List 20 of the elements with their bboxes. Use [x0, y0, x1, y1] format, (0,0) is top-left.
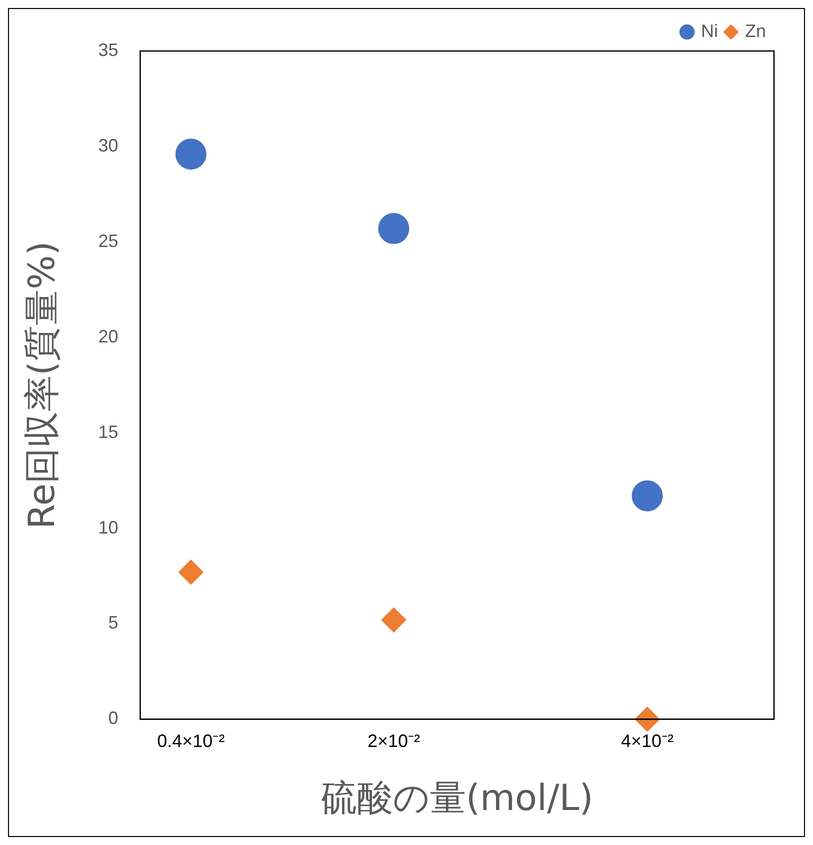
- point: [632, 480, 663, 512]
- y-tick-label: 30: [98, 135, 118, 156]
- legend-label: Ni: [700, 20, 718, 41]
- x-tick-label: 2×10⁻²: [367, 730, 420, 751]
- x-tick-label: 0.4×10⁻²: [157, 730, 225, 751]
- point: [175, 138, 206, 170]
- y-tick-label: 20: [98, 326, 118, 346]
- x-tick-label: 4×10⁻²: [620, 730, 674, 751]
- y-tick-label: 25: [98, 230, 118, 251]
- point: [381, 607, 406, 632]
- x-axis-title: 硫酸の量(mol/L): [320, 778, 594, 819]
- point: [178, 560, 204, 585]
- y-tick-label: 5: [108, 612, 118, 633]
- y-tick-label: 10: [98, 517, 118, 538]
- y-tick-label: 15: [98, 422, 118, 442]
- y-axis-title: Re回収率(質量%): [22, 241, 63, 530]
- point: [378, 213, 410, 244]
- legend-label: Zn: [744, 20, 766, 41]
- y-tick-label: 0: [108, 708, 118, 728]
- y-tick-label: 35: [98, 40, 118, 60]
